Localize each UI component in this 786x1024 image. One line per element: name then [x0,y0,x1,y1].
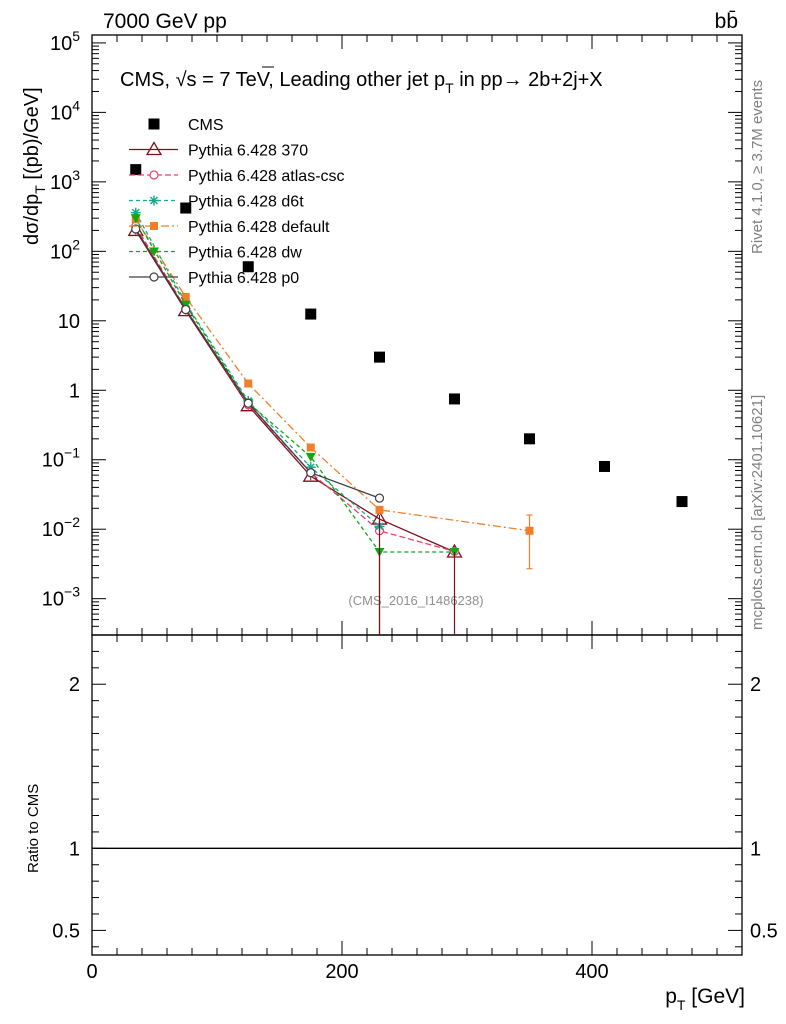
legend-swatch-marker [149,247,159,257]
legend-label: Pythia 6.428 dw [188,245,302,262]
legend-swatch-marker [145,141,163,156]
legend-item-1: Pythia 6.428 370 [129,141,308,160]
ratio-y-axis-label: Ratio to CMS [25,784,42,873]
legend-label: Pythia 6.428 p0 [188,270,299,287]
legend-item-2: Pythia 6.428 atlas-csc [129,168,345,185]
cms-data-point [524,433,535,445]
legend-label: CMS [188,117,224,134]
legend-item-6: Pythia 6.428 p0 [129,270,299,287]
y-tick-label: 10−2 [42,514,80,541]
mc-series-layer [127,207,534,635]
legend-label: Pythia 6.428 default [188,219,330,236]
analysis-tag: (CMS_2016_I1486238) [348,593,483,608]
ratio-tick-label-left: 2 [69,674,80,696]
series-point [244,379,253,388]
series-line [135,217,455,553]
legend-swatch-marker [148,118,160,130]
cms-data-point [676,496,688,508]
series-point [131,224,141,234]
chart-title: CMS, √s = 7 TeV, Leading other jet pT in… [120,69,603,96]
series-point [243,398,253,408]
x-tick-label: 0 [86,961,97,983]
cms-data-point [305,308,317,320]
sqrt-symbol: √ [176,69,187,91]
series-point [305,452,316,462]
header-left-label: 7000 GeV pp [103,10,227,33]
rivet-version-label: Rivet 4.1.0, ≥ 3.7M events [749,80,766,254]
cms-data-point [599,460,610,472]
legend-swatch-marker [150,222,158,230]
legend-item-0: CMS [148,117,224,134]
legend-label: Pythia 6.428 atlas-csc [188,168,345,185]
legend-label: Pythia 6.428 d6t [188,194,304,211]
legend-swatch-marker [149,170,159,180]
ratio-axis-ticks: 2 2 1 1 0.5 0.5 [52,634,778,948]
y-tick-label: 10 [58,311,80,333]
y-tick-label: 105 [50,28,80,55]
header-right-label: bb̄ [715,10,738,33]
series-point [306,468,316,478]
cms-data-point [449,393,460,405]
series-line [135,218,530,532]
series-5 [131,224,385,503]
series-4 [130,214,460,557]
ratio-panel-frame [91,634,743,956]
series-point [130,214,141,224]
legend-swatch-marker [149,272,159,282]
y-axis-label: dσ/dpT [(pb)/GeV] [21,87,48,245]
cms-data-point [374,351,385,363]
legend: CMS Pythia 6.428 370 Pythia 6.428 atlas-cs… [129,117,345,287]
y-tick-label: 102 [50,236,80,263]
ratio-tick-label-right: 2 [750,674,761,696]
legend-item-5: Pythia 6.428 dw [129,245,302,262]
y-tick-label: 104 [50,97,80,124]
x-tick-label: 200 [325,961,358,983]
series-point [306,443,315,452]
y-tick-label: 1 [69,380,80,402]
cms-data-point [180,202,192,214]
x-tick-labels: 0 200 400 [86,961,608,983]
ratio-tick-label-left: 0.5 [52,920,80,942]
legend-swatch-marker [149,195,159,206]
cms-data-layer [130,164,688,508]
ratio-tick-label-left: 1 [69,838,80,860]
series-point [374,493,385,503]
ratio-tick-label-right: 1 [750,838,761,860]
x-tick-label: 400 [575,961,608,983]
mcplots-label: mcplots.cern.ch [arXiv:2401.10621] [749,395,766,630]
y-tick-label: 10−3 [42,584,80,611]
cms-data-point [242,261,254,273]
series-point [375,505,384,514]
x-axis-label: pT [GeV] [665,985,745,1013]
legend-item-3: Pythia 6.428 d6t [129,194,304,211]
ratio-tick-label-right: 0.5 [750,920,778,942]
series-point [181,304,191,315]
legend-item-4: Pythia 6.428 default [129,219,330,236]
y-tick-label: 103 [50,167,80,194]
legend-label: Pythia 6.428 370 [188,143,308,160]
y-tick-label: 10−1 [42,445,80,472]
cms-data-point [130,164,142,176]
series-point [181,293,190,302]
